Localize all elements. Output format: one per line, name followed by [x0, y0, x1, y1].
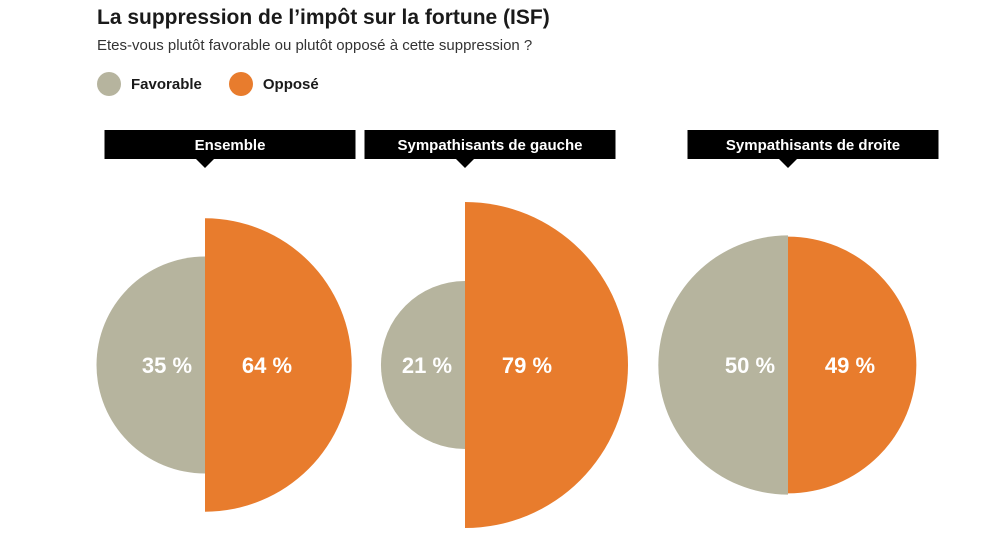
legend-item-favorable: Favorable: [97, 72, 202, 96]
legend-swatch-favorable: [97, 72, 121, 96]
favorable-value-label-2: 50 %: [725, 353, 775, 378]
favorable-half-0: [96, 256, 205, 474]
legend: Favorable Opposé: [97, 72, 346, 96]
oppose-half-2: [788, 236, 917, 494]
oppose-value-label-2: 49 %: [825, 353, 875, 378]
group-header-pointer-1: [456, 159, 474, 168]
group-header-box-1: [364, 130, 616, 159]
favorable-value-label-1: 21 %: [402, 353, 452, 378]
legend-item-oppose: Opposé: [228, 72, 319, 96]
chart-subtitle: Etes-vous plutôt favorable ou plutôt opp…: [97, 37, 533, 54]
legend-label-favorable: Favorable: [131, 75, 202, 93]
group-header-box-2: [687, 130, 939, 159]
legend-swatch-oppose: [228, 72, 253, 96]
oppose-half-1: [465, 202, 628, 528]
oppose-half-0: [205, 218, 352, 512]
favorable-value-label-0: 35 %: [142, 353, 192, 378]
group-header-pointer-0: [196, 159, 214, 168]
group-header-box-0: [104, 130, 356, 159]
favorable-half-1: [380, 280, 465, 450]
oppose-value-label-0: 64 %: [242, 353, 292, 378]
group-header-label-1: Sympathisants de gauche: [397, 137, 582, 154]
favorable-half-2: [658, 235, 788, 495]
legend-label-oppose: Opposé: [262, 75, 319, 93]
chart-title: La suppression de l’impôt sur la fortune…: [97, 6, 550, 29]
group-header-pointer-2: [779, 159, 797, 168]
oppose-value-label-1: 79 %: [502, 353, 552, 378]
group-header-label-0: Ensemble: [195, 137, 266, 154]
group-header-label-2: Sympathisants de droite: [726, 137, 900, 154]
